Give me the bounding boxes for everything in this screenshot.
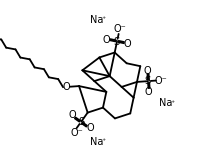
Text: O⁻: O⁻ bbox=[114, 24, 126, 34]
Text: O: O bbox=[145, 87, 153, 97]
Text: ⁺: ⁺ bbox=[171, 99, 175, 108]
Text: O⁻: O⁻ bbox=[154, 76, 167, 86]
Text: O: O bbox=[143, 66, 151, 76]
Text: Na: Na bbox=[90, 137, 103, 147]
Text: O: O bbox=[103, 35, 111, 45]
Text: O: O bbox=[86, 123, 94, 133]
Text: O: O bbox=[63, 82, 70, 92]
Text: S: S bbox=[78, 117, 84, 127]
Text: O: O bbox=[69, 111, 76, 120]
Text: ⁺: ⁺ bbox=[102, 15, 106, 24]
Text: Na: Na bbox=[159, 98, 173, 108]
Text: S: S bbox=[145, 76, 151, 86]
Text: S: S bbox=[114, 37, 120, 47]
Text: O⁻: O⁻ bbox=[70, 128, 83, 138]
Text: ⁺: ⁺ bbox=[101, 137, 105, 146]
Text: O: O bbox=[124, 39, 131, 49]
Text: Na: Na bbox=[90, 15, 104, 25]
